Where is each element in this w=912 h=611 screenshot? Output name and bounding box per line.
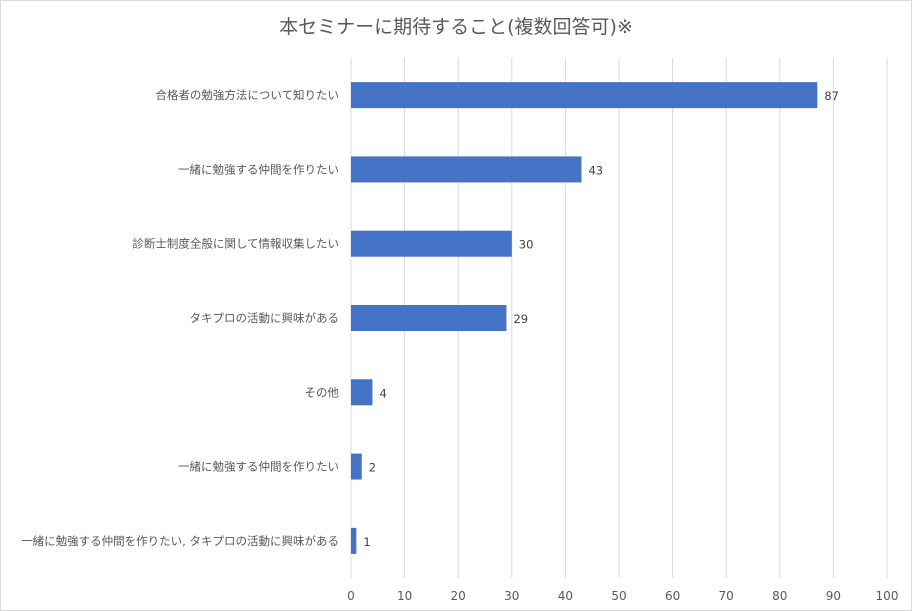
chart-title: 本セミナーに期待すること(複数回答可)※ bbox=[279, 16, 633, 38]
data-label: 1 bbox=[363, 535, 370, 549]
x-tick-label: 40 bbox=[558, 589, 573, 603]
bar bbox=[351, 453, 362, 480]
x-tick-label: 100 bbox=[876, 589, 899, 603]
category-label: タキプロの活動に興味がある bbox=[190, 311, 340, 325]
x-tick-label: 60 bbox=[665, 589, 680, 603]
category-label: その他 bbox=[305, 385, 340, 399]
category-label: 診断士制度全般に関して情報収集したい bbox=[132, 237, 339, 251]
data-label: 2 bbox=[369, 461, 376, 475]
bar bbox=[351, 527, 357, 554]
bar bbox=[351, 156, 582, 183]
x-tick-label: 30 bbox=[504, 589, 519, 603]
x-tick-label: 70 bbox=[719, 589, 734, 603]
x-tick-label: 80 bbox=[772, 589, 787, 603]
data-label: 29 bbox=[513, 312, 528, 326]
category-label: 一緒に勉強する仲間を作りたい, タキプロの活動に興味がある bbox=[21, 534, 339, 548]
bar bbox=[351, 82, 818, 109]
category-label: 合格者の勉強方法について知りたい bbox=[155, 88, 339, 102]
x-tick-label: 10 bbox=[397, 589, 412, 603]
x-tick-label: 50 bbox=[611, 589, 626, 603]
bar bbox=[351, 379, 373, 406]
bar bbox=[351, 305, 507, 331]
bar bbox=[351, 230, 512, 257]
data-label: 87 bbox=[824, 89, 839, 103]
data-label: 4 bbox=[379, 386, 386, 400]
x-tick-label: 0 bbox=[347, 589, 355, 603]
category-label: 一緒に勉強する仲間を作りたい bbox=[178, 460, 339, 474]
data-label: 30 bbox=[519, 238, 534, 252]
category-label: 一緒に勉強する仲間を作りたい bbox=[178, 162, 339, 176]
x-tick-label: 20 bbox=[451, 589, 466, 603]
x-tick-label: 90 bbox=[826, 589, 841, 603]
data-label: 43 bbox=[588, 163, 603, 177]
